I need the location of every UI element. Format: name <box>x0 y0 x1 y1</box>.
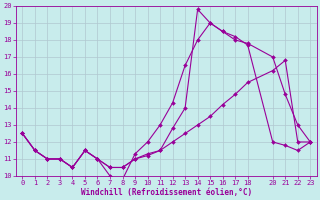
X-axis label: Windchill (Refroidissement éolien,°C): Windchill (Refroidissement éolien,°C) <box>81 188 252 197</box>
